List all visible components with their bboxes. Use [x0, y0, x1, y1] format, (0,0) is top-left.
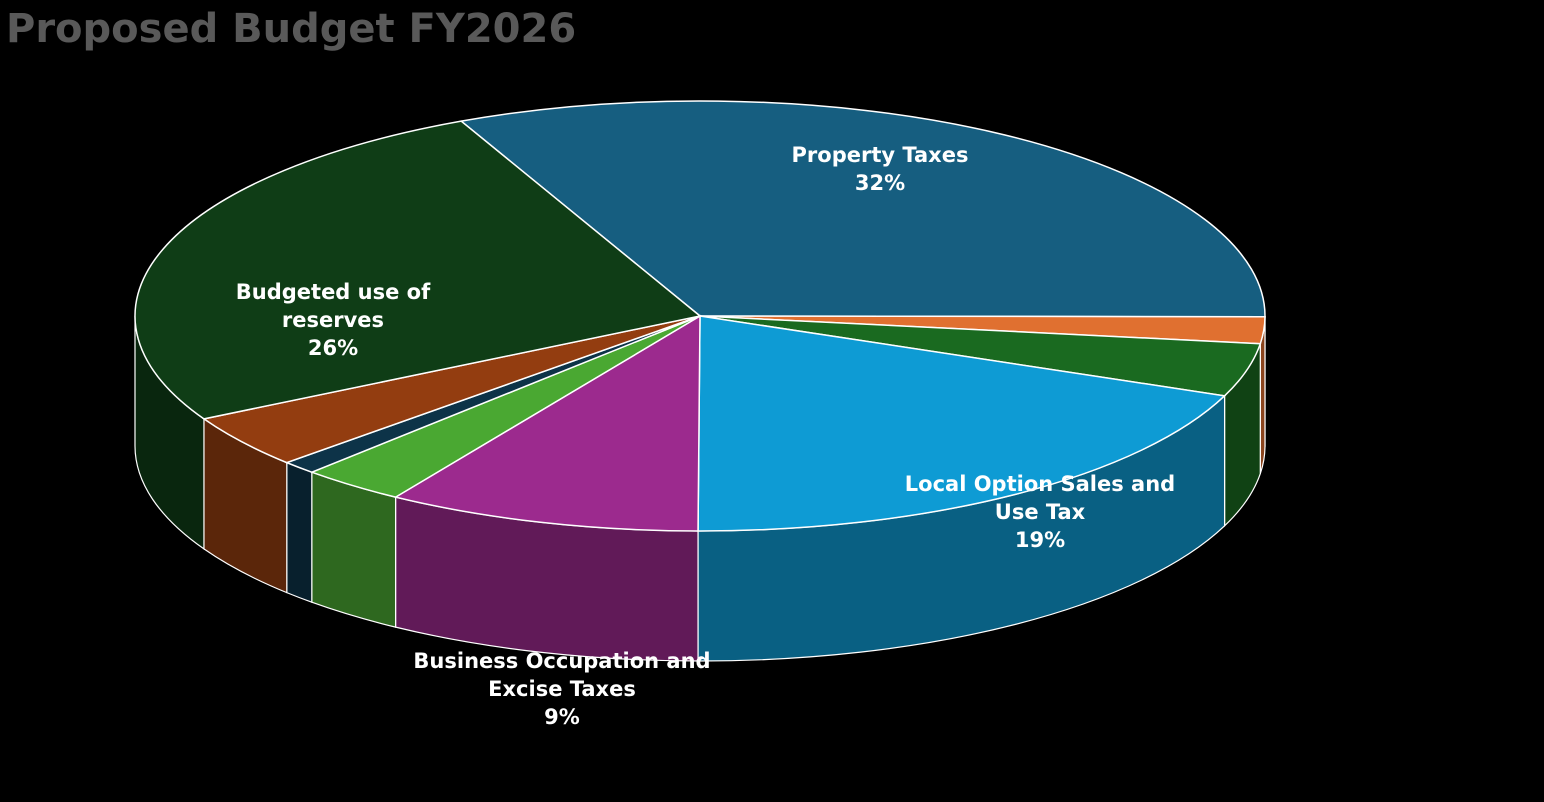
- data-label-value: 32%: [854, 171, 906, 195]
- data-label-value: 26%: [307, 336, 359, 360]
- slice-side: [311, 471, 397, 628]
- data-label-name: Business Occupation and Excise Taxes: [413, 649, 711, 701]
- data-label-name: Budgeted use of reserves: [235, 280, 431, 332]
- slice: [134, 120, 702, 420]
- slice: [459, 100, 1266, 318]
- slice: [393, 314, 701, 532]
- chart-title: Proposed Budget FY2026: [6, 6, 577, 52]
- data-label-name: Property Taxes: [791, 143, 969, 167]
- data-label-value: 19%: [1014, 528, 1066, 552]
- slice-side: [286, 461, 313, 604]
- data-label-value: 9%: [544, 705, 580, 729]
- slice: [697, 315, 1227, 532]
- data-label-name: Local Option Sales and Use Tax: [904, 472, 1176, 524]
